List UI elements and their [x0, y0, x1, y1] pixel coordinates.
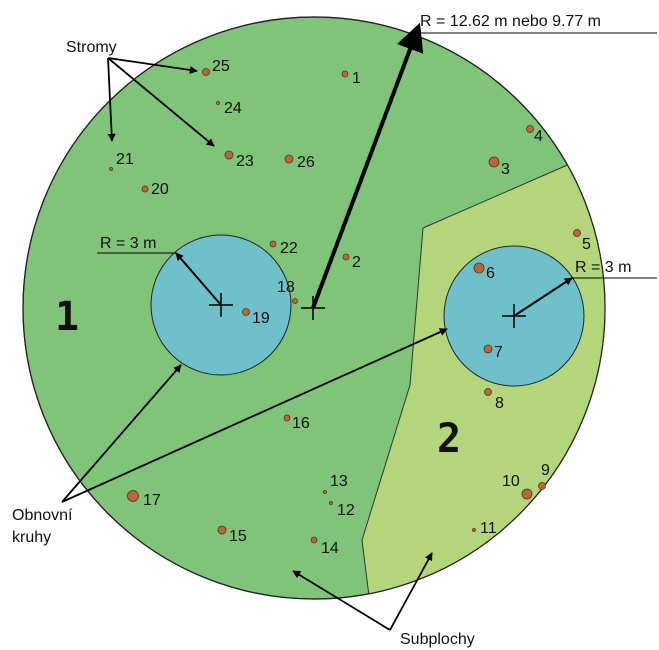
- tree-label: 16: [292, 415, 310, 432]
- tree-label: 15: [229, 528, 247, 545]
- trees-arrows: [107, 57, 215, 147]
- radius-arrow: [311, 22, 424, 309]
- tree-label: 13: [330, 473, 348, 490]
- subplot-number: 2: [437, 416, 461, 462]
- tree: [127, 490, 139, 502]
- arrow: [175, 252, 222, 306]
- tree-label: 18: [277, 279, 295, 296]
- trees-label: Stromy: [66, 39, 117, 56]
- tree: [242, 308, 250, 316]
- radius-label: R = 3 m: [100, 235, 156, 252]
- radius-label: R = 12.62 m nebo 9.77 m: [420, 13, 601, 30]
- tree: [484, 388, 492, 396]
- tree: [202, 68, 210, 76]
- tree: [269, 240, 277, 248]
- tree-label: 9: [541, 462, 550, 479]
- tree-label: 2: [352, 254, 361, 271]
- tree: [292, 298, 298, 304]
- tree-label: 6: [486, 265, 495, 282]
- tree: [526, 125, 534, 133]
- tree-label: 26: [297, 154, 315, 171]
- plot-outline: [22, 16, 606, 600]
- tree: [473, 262, 485, 274]
- subplots-arrows: [292, 552, 433, 631]
- tree: [341, 70, 349, 78]
- tree-label: 24: [224, 100, 242, 117]
- tree: [323, 490, 327, 494]
- regen-label: kruhy: [12, 529, 51, 546]
- tree-label: 14: [321, 540, 339, 557]
- tree-label: 19: [252, 310, 270, 327]
- tree: [224, 150, 234, 160]
- tree-label: 11: [480, 520, 497, 537]
- tree: [217, 525, 227, 535]
- subplots-label: Subplochy: [400, 631, 475, 648]
- regen-label: Obnovní: [12, 507, 73, 524]
- tree: [483, 344, 493, 354]
- tree: [283, 414, 291, 422]
- tree-label: 10: [502, 473, 520, 490]
- tree-label: 21: [116, 151, 134, 168]
- tree: [141, 185, 149, 193]
- tree-label: 17: [143, 492, 161, 509]
- tree-label: 22: [280, 240, 298, 257]
- tree: [284, 154, 294, 164]
- tree-label: 20: [151, 181, 169, 198]
- tree-label: 3: [501, 161, 510, 178]
- tree: [573, 229, 581, 237]
- tree: [521, 488, 533, 500]
- tree: [472, 528, 476, 532]
- tree-label: 25: [212, 58, 230, 75]
- arrow: [513, 277, 573, 317]
- tree-label: 1: [352, 70, 361, 87]
- tree-label: 4: [534, 128, 543, 145]
- radius-label: R = 3 m: [575, 259, 631, 276]
- tree-label: 7: [494, 344, 503, 361]
- tree: [488, 156, 500, 168]
- tree-label: 8: [495, 395, 504, 412]
- tree-label: 12: [337, 502, 355, 519]
- tree: [216, 101, 220, 105]
- tree: [342, 253, 350, 261]
- regen-arrows: [61, 328, 448, 503]
- tree-label: 5: [582, 236, 591, 253]
- tree: [329, 501, 333, 505]
- tree: [538, 482, 546, 490]
- tree-label: 23: [236, 153, 254, 170]
- tree: [109, 167, 113, 171]
- tree: [310, 536, 318, 544]
- subplot-number: 1: [55, 294, 79, 340]
